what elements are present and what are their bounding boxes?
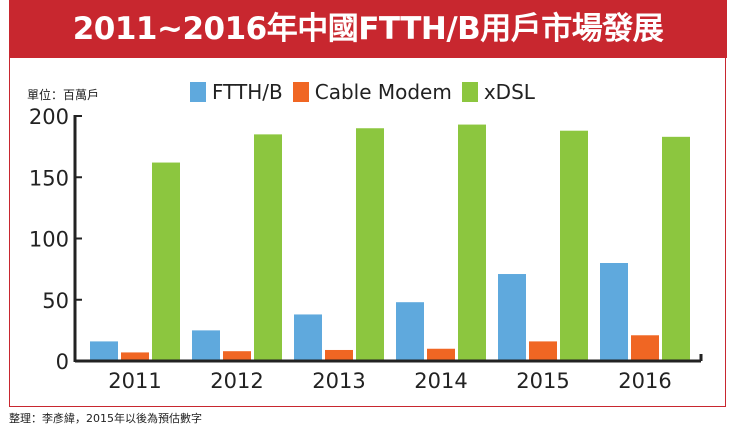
footnote: 整理：李彥緯，2015年以後為預估數字	[9, 412, 202, 425]
legend-item-xdsl: xDSL	[461, 80, 535, 104]
bar-cable-modem-2014	[427, 348, 455, 361]
bar-ftth-b-2014	[396, 302, 424, 361]
legend: FTTH/B Cable Modem xDSL	[190, 80, 545, 104]
bar-xdsl-2012	[254, 134, 282, 361]
bar-xdsl-2014	[458, 124, 486, 361]
bar-xdsl-2013	[356, 128, 384, 361]
bar-ftth-b-2011	[90, 341, 118, 361]
x-tick-label: 2011	[108, 369, 161, 393]
bar-cable-modem-2012	[223, 351, 251, 361]
bar-ftth-b-2013	[294, 314, 322, 361]
legend-label: Cable Modem	[314, 80, 452, 104]
legend-swatch-xdsl	[461, 82, 478, 102]
x-tick-label: 2014	[414, 369, 467, 393]
bar-ftth-b-2016	[600, 263, 628, 361]
bar-ftth-b-2015	[498, 274, 526, 361]
x-tick-label: 2015	[516, 369, 569, 393]
y-tick-label: 200	[29, 105, 69, 129]
x-tick-label: 2013	[312, 369, 365, 393]
bar-cable-modem-2015	[529, 341, 557, 361]
bar-cable-modem-2011	[121, 352, 149, 361]
bar-xdsl-2015	[560, 130, 588, 361]
y-tick-label: 100	[29, 228, 69, 252]
bar-xdsl-2016	[662, 136, 690, 361]
x-tick-label: 2012	[210, 369, 263, 393]
legend-swatch-cable	[292, 82, 309, 102]
chart-title: 2011~2016年中國FTTH/B用戶市場發展	[9, 0, 727, 58]
legend-item-ftth: FTTH/B	[190, 80, 283, 104]
x-tick-label: 2016	[618, 369, 671, 393]
legend-label: xDSL	[483, 80, 535, 104]
bar-xdsl-2011	[152, 162, 180, 361]
legend-swatch-ftth	[190, 82, 206, 102]
y-tick-label: 50	[42, 289, 69, 313]
bar-cable-modem-2016	[631, 335, 659, 361]
legend-item-cable: Cable Modem	[292, 80, 452, 104]
bar-ftth-b-2012	[192, 330, 220, 361]
legend-label: FTTH/B	[212, 80, 283, 104]
bar-cable-modem-2013	[325, 349, 353, 361]
unit-label: 單位：百萬戶	[27, 88, 100, 102]
y-tick-label: 150	[29, 166, 69, 190]
y-tick-label: 0	[56, 350, 69, 374]
